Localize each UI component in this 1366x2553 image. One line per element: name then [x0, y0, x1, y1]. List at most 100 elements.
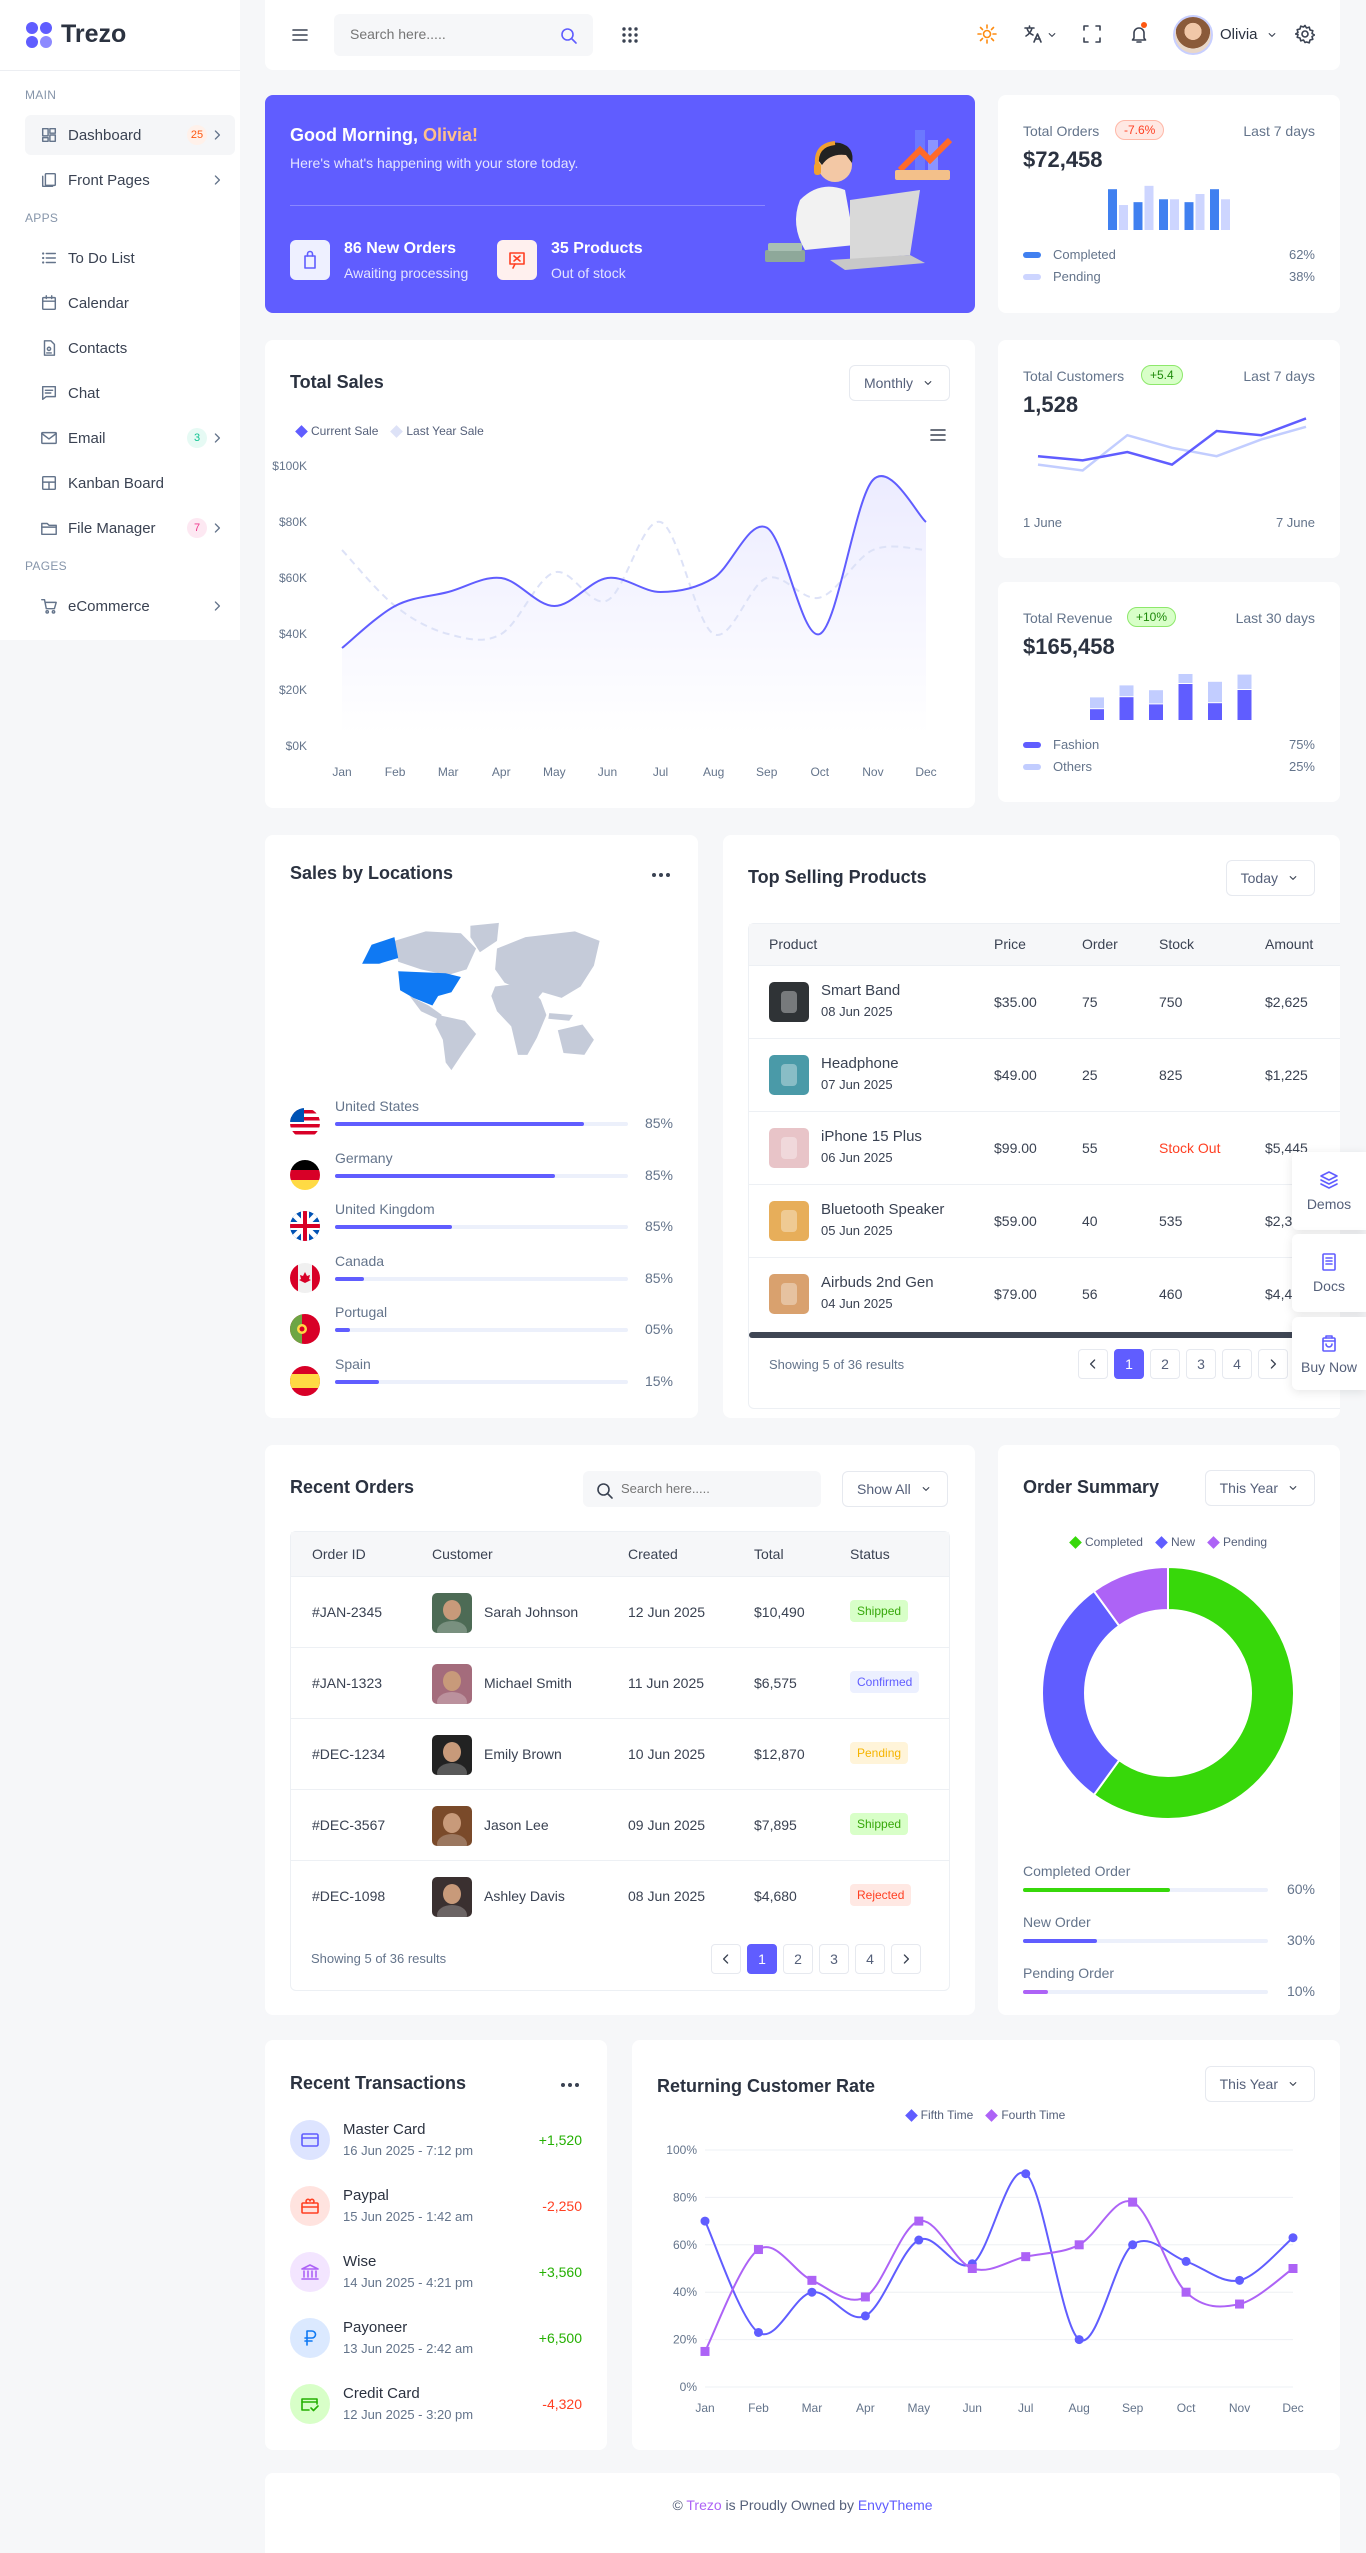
data-point[interactable]	[914, 2216, 924, 2226]
demos-button[interactable]: Demos	[1292, 1152, 1366, 1230]
search-icon[interactable]	[559, 26, 579, 46]
sidebar-item-kanban-board[interactable]: Kanban Board	[25, 463, 235, 503]
fullscreen-icon[interactable]	[1082, 24, 1102, 44]
table-row[interactable]: iPhone 15 Plus 06 Jun 2025 $99.00 55 Stock O…	[749, 1111, 1340, 1184]
data-point[interactable]	[1074, 2335, 1084, 2345]
legend-item[interactable]: Fifth Time	[904, 2108, 973, 2122]
next-page-button[interactable]	[891, 1944, 921, 1974]
sidebar-item-contacts[interactable]: Contacts	[25, 328, 235, 368]
donut-slice-completed[interactable]	[1092, 1565, 1295, 1820]
orders-search-input[interactable]	[621, 1481, 801, 1496]
menu-icon[interactable]	[290, 25, 310, 45]
product-name[interactable]: Smart Band	[821, 982, 901, 999]
legend-item[interactable]: Fourth Time	[985, 2108, 1065, 2122]
donut-slice-pending[interactable]	[1092, 1565, 1169, 1628]
sidebar-item-ecommerce[interactable]: eCommerce	[25, 586, 235, 626]
data-point[interactable]	[1021, 2252, 1031, 2262]
order-id[interactable]: #DEC-1234	[312, 1746, 386, 1762]
table-row[interactable]: Airbuds 2nd Gen 04 Jun 2025 $79.00 56 460 $4,…	[749, 1257, 1340, 1330]
data-point[interactable]	[1074, 2240, 1084, 2250]
order-id[interactable]: #DEC-3567	[312, 1817, 386, 1833]
order-id[interactable]: #JAN-1323	[312, 1675, 383, 1691]
table-row[interactable]: #JAN-1323 Michael Smith 11 Jun 2025 $6,575 C…	[291, 1647, 949, 1718]
apps-grid-icon[interactable]	[620, 25, 640, 45]
sun-icon[interactable]	[977, 24, 997, 44]
search-input[interactable]	[350, 26, 550, 42]
data-point[interactable]	[1235, 2299, 1245, 2309]
page-button[interactable]: 1	[1114, 1349, 1144, 1379]
table-row[interactable]: Headphone 07 Jun 2025 $49.00 25 825 $1,225	[749, 1038, 1340, 1111]
data-point[interactable]	[914, 2235, 924, 2245]
product-name[interactable]: Headphone	[821, 1055, 899, 1072]
page-button[interactable]: 2	[783, 1944, 813, 1974]
prev-page-button[interactable]	[711, 1944, 741, 1974]
sidebar-item-file-manager[interactable]: File Manager 7	[25, 508, 235, 548]
avatar[interactable]	[1173, 15, 1213, 55]
page-button[interactable]: 2	[1150, 1349, 1180, 1379]
data-point[interactable]	[1128, 2197, 1138, 2207]
buy-now-button[interactable]: Buy Now	[1292, 1317, 1366, 1390]
data-point[interactable]	[753, 2327, 763, 2337]
period-dropdown[interactable]: Monthly	[848, 365, 950, 401]
legend-item[interactable]: Completed	[1069, 1535, 1143, 1549]
page-button[interactable]: 1	[747, 1944, 777, 1974]
data-point[interactable]	[967, 2264, 977, 2273]
table-row[interactable]: #DEC-1234 Emily Brown 10 Jun 2025 $12,870 Pe…	[291, 1718, 949, 1789]
data-point[interactable]	[1235, 2275, 1245, 2285]
data-point[interactable]	[1288, 2233, 1298, 2243]
more-options-icon[interactable]	[651, 865, 671, 885]
product-name[interactable]: Bluetooth Speaker	[821, 1201, 945, 1218]
table-row[interactable]: Bluetooth Speaker 05 Jun 2025 $59.00 40 535 $…	[749, 1184, 1340, 1257]
sidebar-item-chat[interactable]: Chat	[25, 373, 235, 413]
horizontal-scrollbar[interactable]	[749, 1332, 1339, 1338]
page-button[interactable]: 3	[1186, 1349, 1216, 1379]
sidebar-item-to-do-list[interactable]: To Do List	[25, 238, 235, 278]
data-point[interactable]	[1288, 2264, 1298, 2273]
legend-item[interactable]: Current Sale	[295, 424, 378, 438]
next-page-button[interactable]	[1258, 1349, 1288, 1379]
data-point[interactable]	[807, 2287, 817, 2297]
data-point[interactable]	[807, 2275, 817, 2285]
translate-icon[interactable]	[1023, 24, 1043, 44]
chevron-down-icon[interactable]	[1265, 28, 1279, 42]
legend-item[interactable]: Last Year Sale	[390, 424, 484, 438]
sidebar-item-calendar[interactable]: Calendar	[25, 283, 235, 323]
data-point[interactable]	[700, 2346, 710, 2356]
bell-icon[interactable]	[1129, 24, 1149, 44]
footer-brand-link[interactable]: Trezo	[686, 2497, 722, 2513]
orders-search[interactable]	[583, 1471, 821, 1507]
period-dropdown[interactable]: This Year	[1204, 2066, 1315, 2102]
data-point[interactable]	[1181, 2256, 1191, 2266]
page-button[interactable]: 3	[819, 1944, 849, 1974]
gear-icon[interactable]	[1295, 24, 1315, 44]
sidebar-item-email[interactable]: Email 3	[25, 418, 235, 458]
data-point[interactable]	[1021, 2169, 1031, 2179]
sidebar-item-front-pages[interactable]: Front Pages	[25, 160, 235, 200]
period-dropdown[interactable]: Today	[1225, 860, 1315, 896]
data-point[interactable]	[860, 2292, 870, 2302]
chart-menu-icon[interactable]	[928, 425, 948, 445]
header-search[interactable]	[334, 14, 593, 56]
sidebar-item-dashboard[interactable]: Dashboard 25	[25, 115, 235, 155]
table-row[interactable]: #DEC-1098 Ashley Davis 08 Jun 2025 $4,680 Re…	[291, 1860, 949, 1931]
data-point[interactable]	[700, 2216, 710, 2226]
table-row[interactable]: Smart Band 08 Jun 2025 $35.00 75 750 $2,625	[749, 965, 1340, 1038]
prev-page-button[interactable]	[1078, 1349, 1108, 1379]
data-point[interactable]	[1128, 2240, 1138, 2250]
page-button[interactable]: 4	[855, 1944, 885, 1974]
product-name[interactable]: Airbuds 2nd Gen	[821, 1274, 934, 1291]
more-options-icon[interactable]	[560, 2075, 580, 2095]
order-id[interactable]: #JAN-2345	[312, 1604, 383, 1620]
legend-item[interactable]: Pending	[1207, 1535, 1267, 1549]
docs-button[interactable]: Docs	[1292, 1234, 1366, 1312]
data-point[interactable]	[753, 2245, 763, 2255]
period-dropdown[interactable]: This Year	[1204, 1470, 1315, 1506]
product-name[interactable]: iPhone 15 Plus	[821, 1128, 922, 1145]
table-row[interactable]: #DEC-3567 Jason Lee 09 Jun 2025 $7,895 Shipp…	[291, 1789, 949, 1860]
logo[interactable]: Trezo	[25, 20, 126, 49]
filter-dropdown[interactable]: Show All	[842, 1471, 948, 1507]
donut-slice-new[interactable]	[1041, 1589, 1121, 1797]
user-name[interactable]: Olivia	[1220, 26, 1258, 43]
legend-item[interactable]: New	[1155, 1535, 1195, 1549]
page-button[interactable]: 4	[1222, 1349, 1252, 1379]
